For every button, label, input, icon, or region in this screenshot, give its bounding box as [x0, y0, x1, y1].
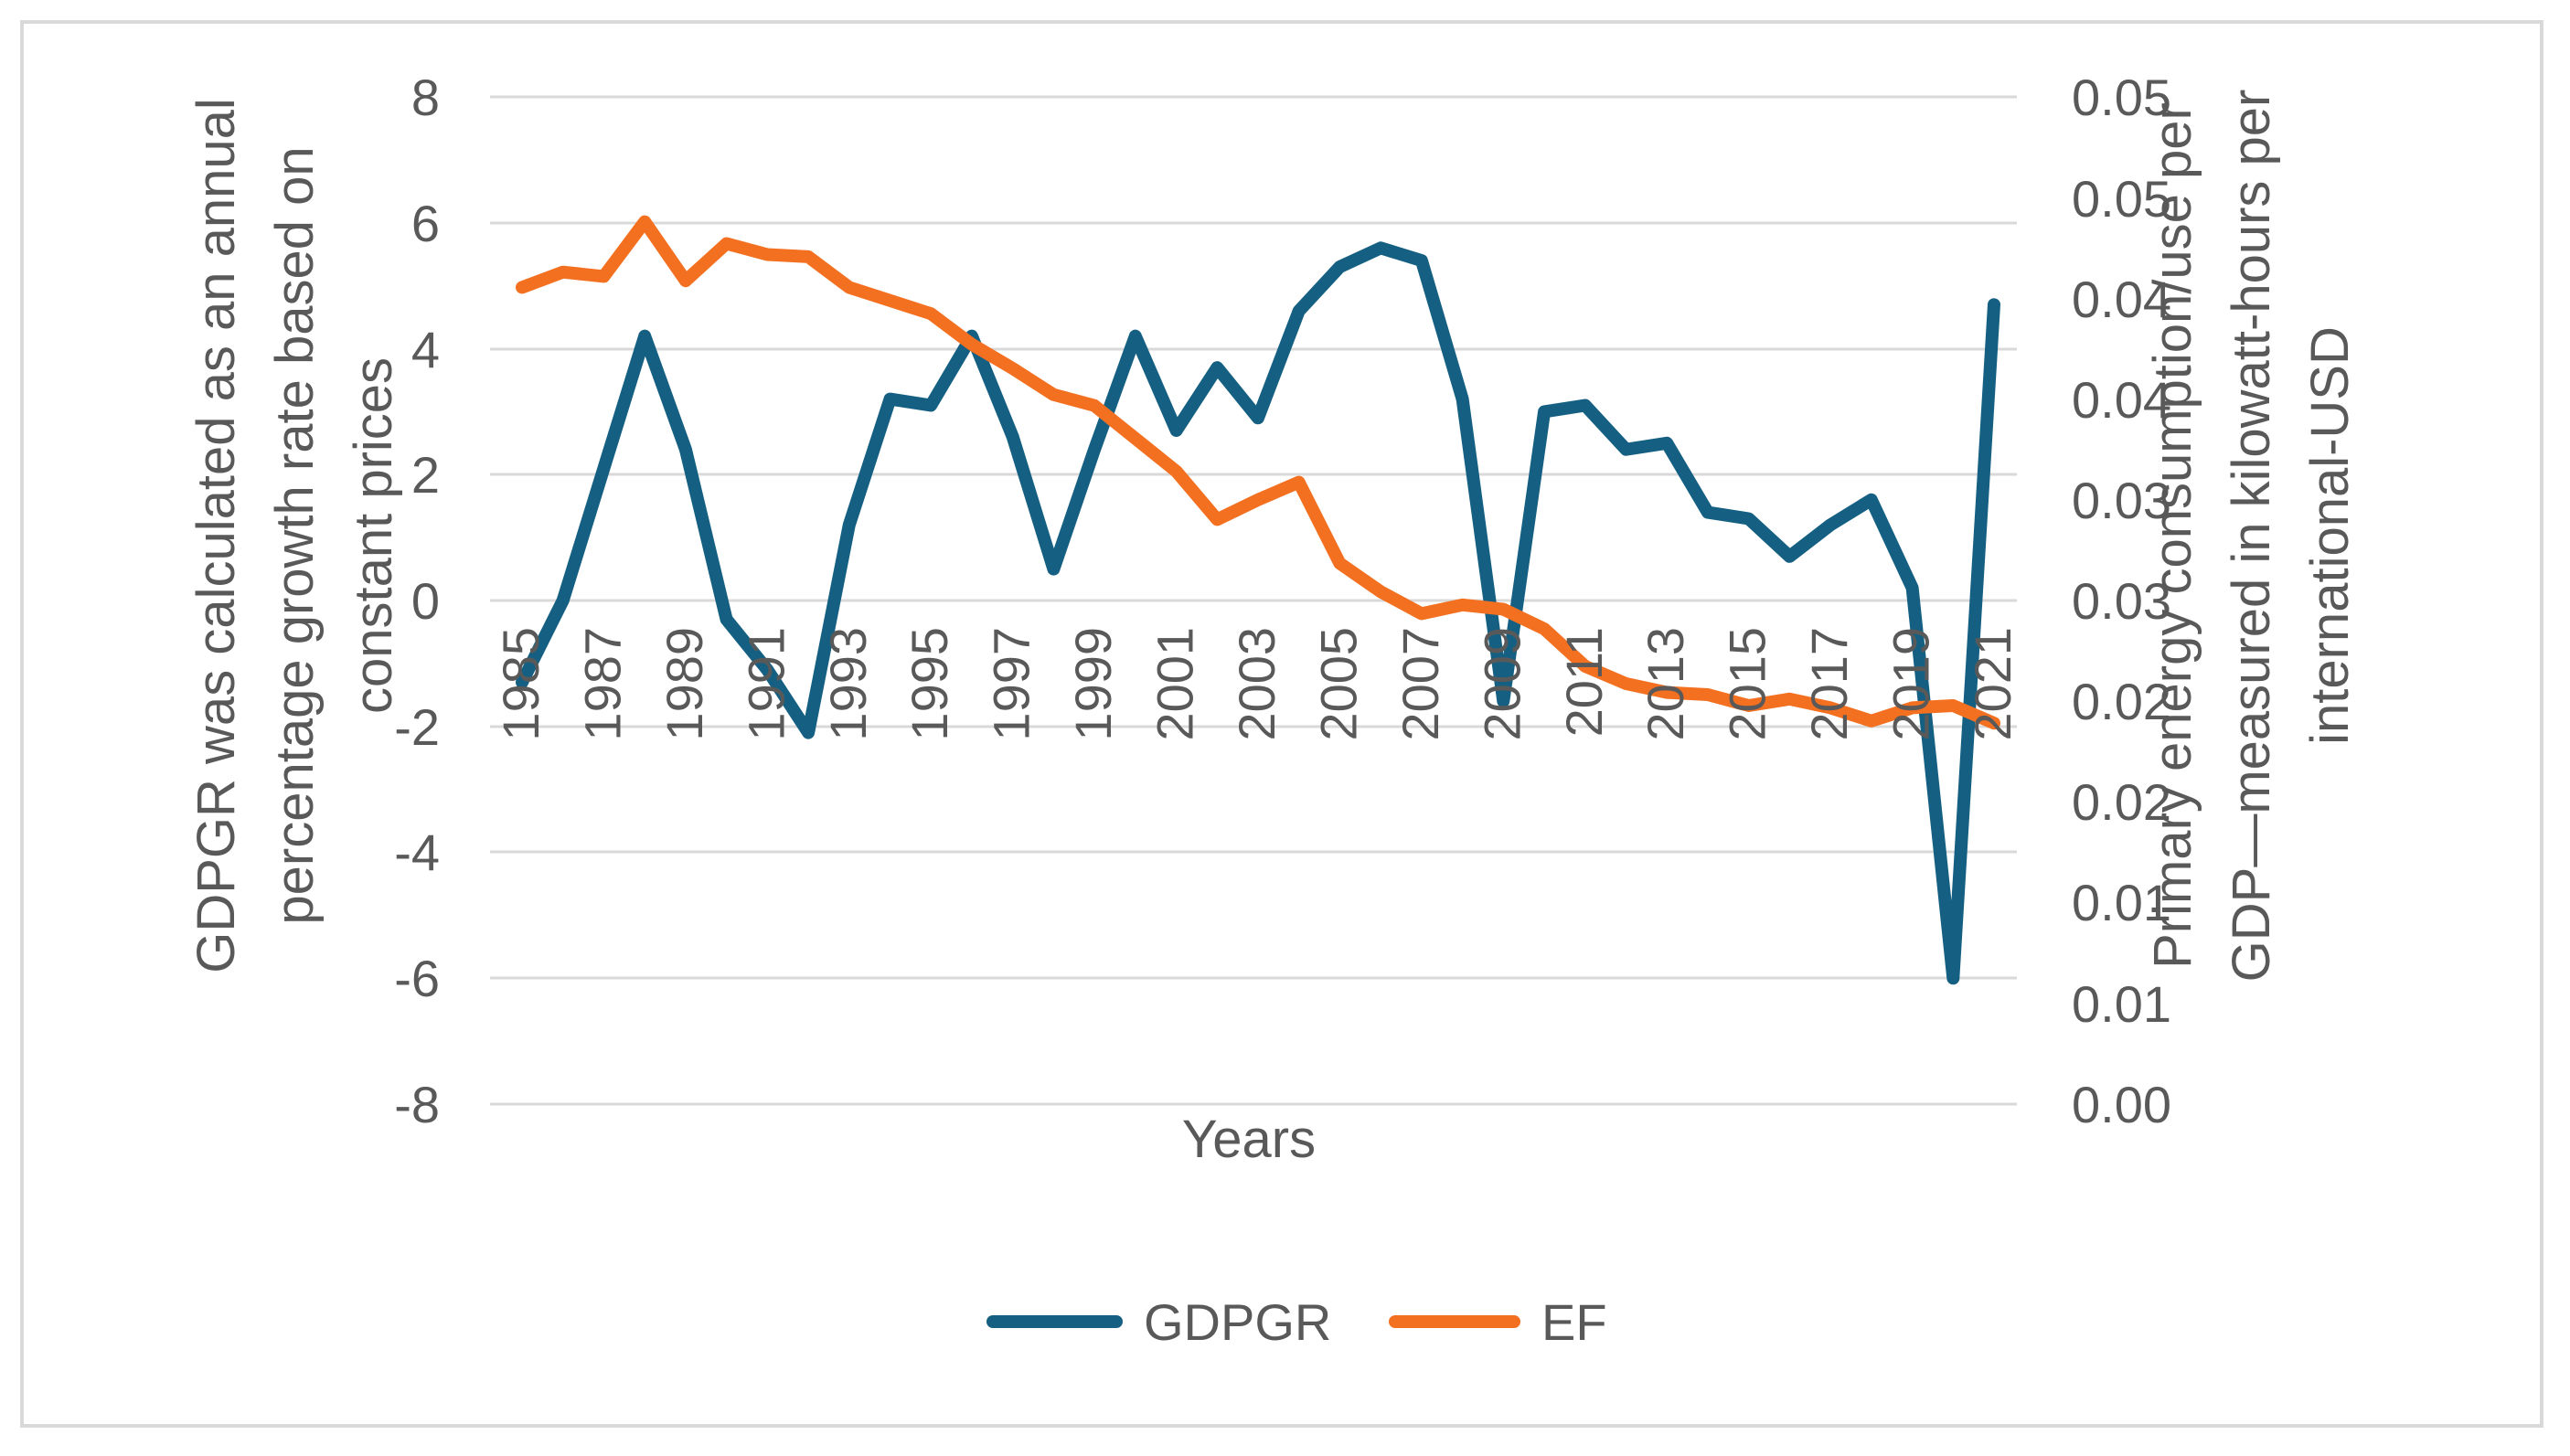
- y2-tick-label: 0.01: [2072, 874, 2171, 931]
- x-tick-label: 2001: [1146, 627, 1204, 741]
- y-tick-label: -2: [394, 698, 440, 756]
- axis-title-line: international-USD: [2300, 326, 2360, 745]
- x-tick-label: 2007: [1392, 627, 1449, 741]
- y-tick-label: 6: [411, 195, 440, 252]
- x-axis-ticks: 1985 1987 1989 1991 1993 1995 1997 1999 2001 2003…: [492, 627, 2021, 741]
- x-tick-label: 2005: [1309, 627, 1367, 741]
- y2-tick-label: 0.00: [2072, 1076, 2171, 1133]
- x-tick-label: 1995: [901, 627, 958, 741]
- y2-axis-title: Primary energy consumption/use per GDP—me…: [2143, 90, 2360, 983]
- legend-label-ef: EF: [1541, 1293, 1607, 1351]
- y-tick-label: -8: [394, 1076, 440, 1133]
- y2-tick-label: 0.01: [2072, 975, 2171, 1033]
- x-tick-label: 1989: [656, 627, 713, 741]
- x-tick-label: 1987: [573, 627, 631, 741]
- x-tick-label: 1997: [983, 627, 1040, 741]
- x-tick-label: 2017: [1800, 627, 1858, 741]
- x-tick-label: 2011: [1555, 627, 1613, 737]
- y2-tick-label: 0.04: [2072, 371, 2171, 429]
- y-tick-label: 8: [411, 69, 440, 126]
- y-tick-label: -6: [394, 950, 440, 1007]
- x-tick-label: 2013: [1637, 627, 1694, 741]
- x-tick-label: 1985: [492, 627, 549, 741]
- series-line-ef: [516, 215, 2000, 730]
- x-tick-label: 2003: [1228, 627, 1285, 741]
- y2-tick-label: 0.04: [2072, 271, 2171, 328]
- legend-label-gdpgr: GDPGR: [1144, 1293, 1331, 1351]
- y-tick-label: 0: [411, 572, 440, 630]
- axis-title-line: Primary energy consumption/use per: [2143, 102, 2202, 969]
- y2-tick-label: 0.03: [2072, 572, 2171, 630]
- x-tick-label: 2019: [1882, 627, 1940, 741]
- y-tick-label: -4: [394, 824, 440, 881]
- x-tick-label: 1993: [819, 627, 877, 741]
- x-tick-label: 2015: [1719, 627, 1776, 741]
- x-axis-title: Years: [1182, 1110, 1316, 1169]
- y-tick-label: 2: [411, 446, 440, 504]
- axis-title-line: percentage growth rate based on: [265, 146, 325, 924]
- series-group: [516, 215, 2000, 985]
- x-tick-label: 1991: [737, 627, 794, 741]
- y2-tick-label: 0.05: [2072, 69, 2171, 126]
- y2-tick-label: 0.02: [2072, 673, 2171, 730]
- y-tick-label: 4: [411, 321, 440, 378]
- x-tick-label: 2021: [1964, 627, 2021, 741]
- left-axis-ticks: 8 6 4 2 0 -2 -4 -6 -8: [394, 69, 440, 1133]
- axis-title-line: GDPGR was calculated as an annual: [187, 98, 246, 973]
- right-axis-ticks: 0.05 0.05 0.04 0.04 0.03 0.03 0.02 0.02 0.01 0.01…: [2072, 69, 2171, 1133]
- axis-title-line: constant prices: [344, 357, 403, 714]
- y2-tick-label: 0.02: [2072, 773, 2171, 831]
- y2-tick-label: 0.05: [2072, 170, 2171, 228]
- y2-tick-label: 0.03: [2072, 472, 2171, 529]
- y-axis-title: GDPGR was calculated as an annual percent…: [187, 98, 403, 973]
- chart-frame: 8 6 4 2 0 -2 -4 -6 -8 0.05 0.05 0.04 0.04 0.03 0.03 0.…: [20, 20, 2543, 1428]
- axis-title-line: GDP—measured in kilowatt-hours per: [2222, 90, 2281, 983]
- x-tick-label: 2009: [1473, 627, 1530, 741]
- x-tick-label: 1999: [1064, 627, 1122, 741]
- gridlines: [490, 95, 2017, 1106]
- legend: GDPGR EF: [986, 1293, 1607, 1351]
- series-line-gdpgr: [516, 241, 2000, 985]
